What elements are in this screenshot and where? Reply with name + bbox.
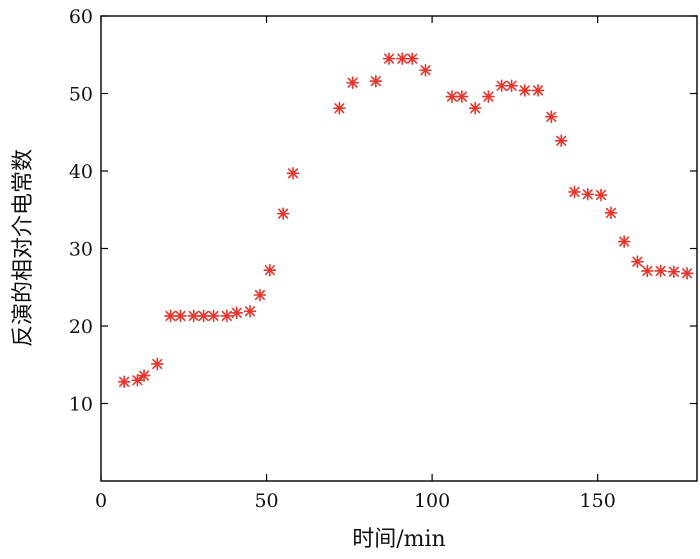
data-point	[604, 206, 618, 220]
y-tick-label: 50	[69, 84, 93, 106]
data-point	[286, 167, 300, 180]
data-point	[405, 52, 419, 65]
data-point	[545, 110, 558, 124]
data-point	[468, 101, 482, 115]
data-point	[654, 264, 667, 278]
data-point	[382, 52, 396, 65]
data-point	[220, 309, 234, 323]
data-point	[531, 84, 545, 97]
data-point	[131, 373, 144, 387]
data-point	[568, 185, 581, 199]
data-point	[631, 255, 644, 268]
data-point	[117, 375, 131, 389]
data-point	[396, 52, 409, 65]
data-point	[253, 288, 267, 302]
data-point	[641, 264, 654, 278]
data-point	[505, 79, 518, 93]
data-point	[369, 74, 383, 88]
data-point	[197, 309, 210, 323]
data-point	[263, 263, 277, 277]
data-point	[617, 235, 631, 248]
y-tick-label: 10	[69, 394, 93, 416]
data-point	[230, 306, 244, 320]
data-point	[594, 188, 608, 202]
y-tick-label: 20	[69, 316, 93, 338]
y-tick-label: 30	[69, 239, 93, 261]
y-axis-title: 反演的相对介电常数	[11, 149, 36, 347]
data-point	[680, 266, 694, 280]
x-tick-label: 50	[254, 490, 278, 512]
y-tick-label: 60	[69, 6, 93, 28]
data-point	[137, 369, 151, 382]
plot-frame	[100, 15, 698, 482]
data-point	[243, 304, 257, 318]
data-markers	[117, 52, 694, 389]
data-point	[346, 76, 359, 89]
data-point	[667, 265, 681, 279]
x-tick-label: 100	[414, 490, 450, 512]
axis-ticks: 0 50 100 150 10 20 30 40 50 60	[69, 6, 697, 512]
data-point	[554, 134, 568, 148]
data-point	[482, 90, 495, 103]
x-tick-label: 0	[95, 490, 107, 512]
data-point	[455, 90, 469, 103]
data-point	[333, 101, 346, 115]
data-point	[419, 63, 432, 77]
data-point	[174, 309, 187, 323]
data-point	[518, 84, 532, 97]
x-axis-title: 时间/min	[352, 527, 445, 552]
x-tick-label: 150	[580, 490, 616, 512]
data-point	[581, 187, 595, 201]
data-point	[150, 357, 164, 371]
data-point	[207, 309, 220, 323]
data-point	[276, 207, 290, 220]
y-tick-label: 40	[69, 161, 93, 183]
